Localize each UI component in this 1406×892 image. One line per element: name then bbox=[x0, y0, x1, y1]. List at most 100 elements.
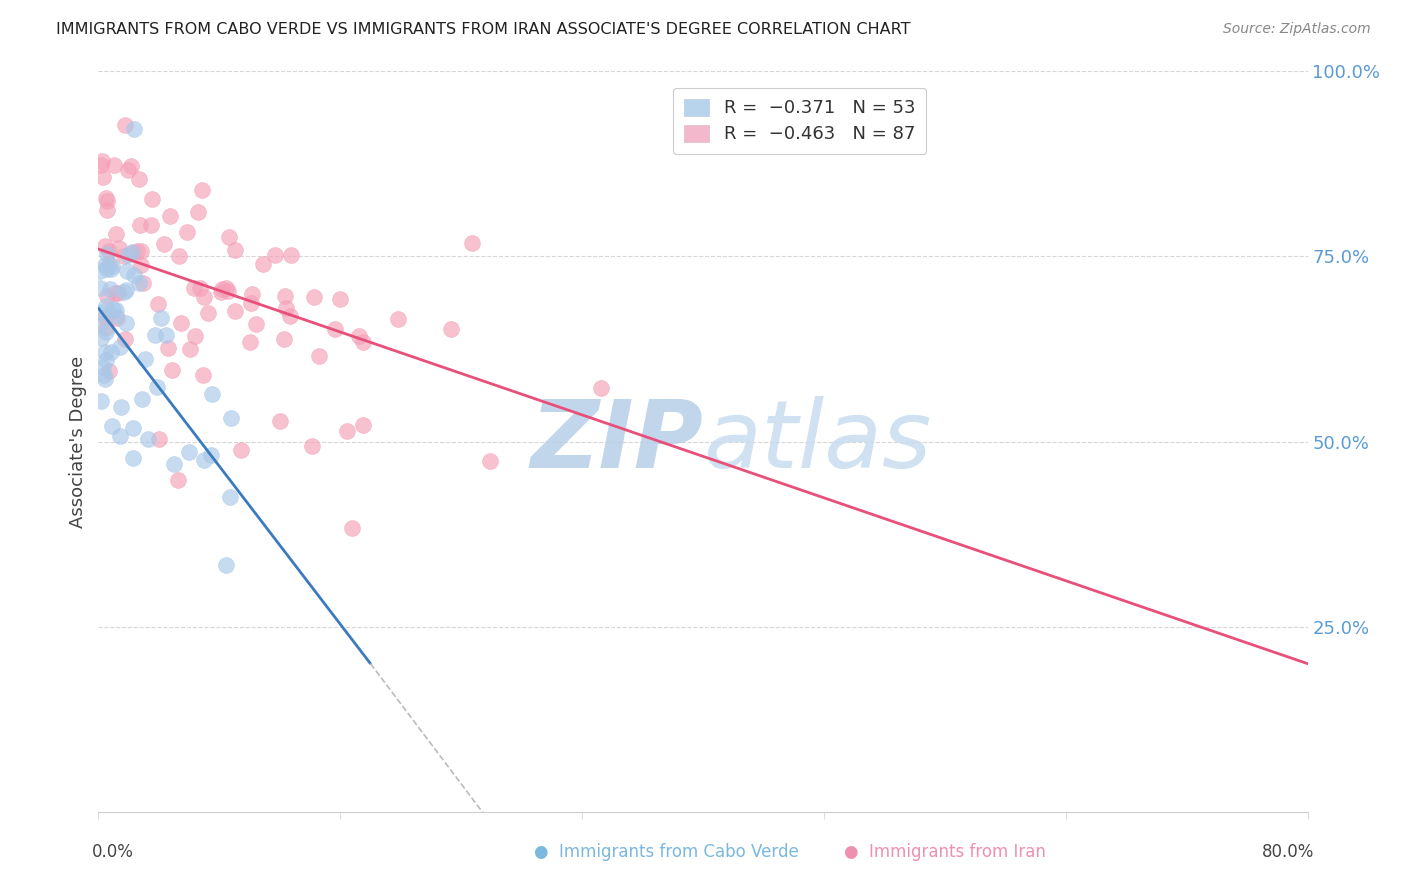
Point bbox=[274, 289, 297, 303]
Point bbox=[129, 218, 152, 232]
Point bbox=[117, 248, 139, 262]
Point bbox=[183, 281, 205, 295]
Point bbox=[352, 417, 374, 432]
Point bbox=[240, 286, 263, 301]
Point bbox=[101, 259, 124, 273]
Point bbox=[96, 247, 118, 261]
Point bbox=[94, 345, 117, 359]
Point bbox=[215, 558, 238, 572]
Point bbox=[90, 331, 112, 345]
Point bbox=[114, 283, 136, 297]
Point bbox=[169, 249, 191, 263]
Point bbox=[90, 158, 112, 172]
Point bbox=[215, 281, 238, 295]
Point bbox=[200, 449, 222, 463]
Point bbox=[218, 229, 240, 244]
Point bbox=[90, 393, 112, 408]
Point bbox=[347, 328, 370, 343]
Point bbox=[269, 414, 291, 428]
Point bbox=[209, 285, 232, 299]
Point bbox=[101, 419, 124, 434]
Point bbox=[98, 282, 121, 296]
Point bbox=[94, 300, 117, 314]
Point bbox=[121, 244, 143, 259]
Point bbox=[103, 158, 125, 172]
Point bbox=[184, 328, 207, 343]
Point bbox=[97, 244, 120, 258]
Point bbox=[460, 236, 482, 251]
Point bbox=[141, 193, 163, 207]
Point bbox=[224, 303, 246, 318]
Point bbox=[301, 440, 323, 454]
Point bbox=[143, 328, 166, 343]
Text: ●  Immigrants from Iran: ● Immigrants from Iran bbox=[844, 843, 1046, 861]
Point bbox=[187, 205, 209, 219]
Point bbox=[94, 239, 117, 253]
Point bbox=[239, 335, 262, 350]
Point bbox=[163, 457, 186, 471]
Point bbox=[108, 340, 131, 354]
Point bbox=[96, 289, 118, 303]
Point bbox=[91, 305, 114, 319]
Text: 0.0%: 0.0% bbox=[91, 843, 134, 861]
Point bbox=[94, 371, 117, 385]
Point bbox=[91, 169, 114, 184]
Point bbox=[134, 351, 156, 366]
Point bbox=[387, 311, 409, 326]
Point bbox=[245, 317, 267, 331]
Point bbox=[479, 453, 502, 467]
Text: atlas: atlas bbox=[703, 396, 931, 487]
Y-axis label: Associate's Degree: Associate's Degree bbox=[69, 355, 87, 528]
Point bbox=[591, 381, 613, 395]
Point bbox=[105, 310, 128, 324]
Point bbox=[336, 424, 359, 438]
Point bbox=[440, 322, 463, 336]
Point bbox=[193, 290, 215, 304]
Point bbox=[121, 245, 143, 260]
Point bbox=[252, 257, 274, 271]
Point bbox=[149, 311, 172, 326]
Point bbox=[94, 325, 117, 339]
Point bbox=[114, 118, 136, 132]
Point bbox=[159, 209, 181, 223]
Point bbox=[96, 320, 118, 334]
Point bbox=[105, 311, 128, 326]
Point bbox=[280, 248, 302, 262]
Point bbox=[167, 473, 190, 487]
Point bbox=[231, 442, 253, 457]
Point bbox=[131, 392, 153, 407]
Point bbox=[217, 284, 239, 298]
Point bbox=[122, 421, 145, 435]
Point bbox=[94, 258, 117, 272]
Point bbox=[108, 241, 131, 255]
Point bbox=[193, 453, 215, 467]
Point bbox=[115, 264, 138, 278]
Point bbox=[188, 281, 211, 295]
Point bbox=[122, 450, 145, 465]
Point bbox=[128, 172, 150, 186]
Point bbox=[176, 225, 198, 239]
Text: 80.0%: 80.0% bbox=[1263, 843, 1315, 861]
Point bbox=[104, 286, 127, 301]
Point bbox=[94, 352, 117, 367]
Point bbox=[120, 159, 142, 173]
Point bbox=[148, 433, 170, 447]
Point bbox=[110, 429, 132, 443]
Point bbox=[104, 227, 127, 242]
Point bbox=[101, 302, 124, 317]
Point bbox=[89, 281, 111, 295]
Point bbox=[160, 363, 183, 377]
Point bbox=[179, 445, 201, 459]
Point bbox=[114, 332, 136, 346]
Point bbox=[201, 387, 224, 401]
Point bbox=[145, 380, 167, 394]
Point bbox=[89, 318, 111, 332]
Point bbox=[219, 490, 242, 504]
Point bbox=[191, 183, 214, 197]
Point bbox=[139, 219, 162, 233]
Point bbox=[97, 364, 120, 378]
Text: ZIP: ZIP bbox=[530, 395, 703, 488]
Point bbox=[219, 410, 242, 425]
Point bbox=[179, 342, 201, 356]
Point bbox=[197, 306, 219, 320]
